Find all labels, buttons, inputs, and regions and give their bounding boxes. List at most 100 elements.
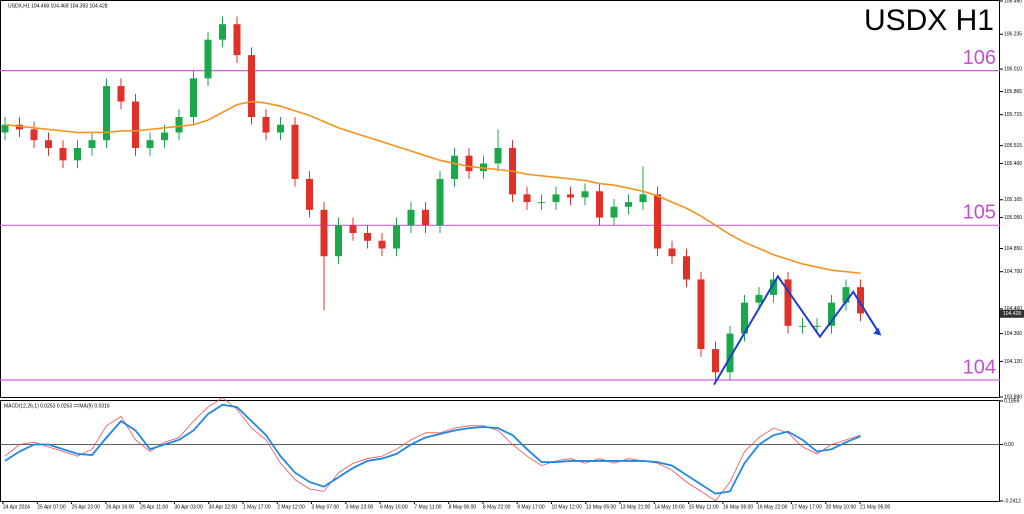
candle-body: [291, 124, 299, 179]
candle-body: [88, 140, 96, 148]
candle-body: [233, 24, 241, 56]
y-tick-label: 105.165: [1004, 197, 1022, 203]
main-frame: [0, 0, 1000, 398]
x-tick-label: 8 May 22:00: [483, 504, 511, 510]
candle-body: [799, 325, 806, 327]
candle-body: [262, 117, 270, 133]
x-tick-label: 20 May 10:00: [826, 504, 857, 510]
candle-body: [117, 86, 125, 102]
candle-body: [349, 225, 357, 234]
x-tick-label: 3 May 23:00: [346, 504, 374, 510]
candle-body: [45, 140, 52, 148]
candle-body: [146, 140, 154, 148]
x-tick-label: 26 Apr 16:00: [106, 504, 135, 510]
x-tick-label: 10 May 12:00: [551, 504, 582, 510]
candle-body: [726, 333, 734, 373]
y-tick-label: 106.010: [1004, 66, 1022, 72]
y2-tick-label: 0.1859: [1004, 398, 1020, 404]
y2-tick-label: -0.2412: [1004, 498, 1021, 504]
candle-body: [596, 191, 603, 218]
last-price-box: [1000, 309, 1024, 318]
candle-body: [842, 287, 850, 303]
candle-body: [610, 206, 618, 218]
candle-body: [306, 178, 313, 210]
candle-body: [277, 124, 284, 133]
candle-body: [581, 191, 589, 198]
y-tick-label: 103.890: [1004, 394, 1022, 400]
x-tick-label: 16 May 22:00: [757, 504, 788, 510]
candle-body: [248, 55, 255, 118]
candle-body: [755, 294, 763, 303]
header: USDX,H1 104.468 104.468 104.393 104.428: [8, 3, 108, 9]
x-tick-label: 2 May 12:00: [277, 504, 305, 510]
level-label: 104: [963, 356, 996, 378]
y-tick-label: 105.050: [1004, 215, 1022, 221]
candle-body: [59, 147, 67, 161]
candle-body: [103, 86, 110, 141]
macd-frame: [0, 400, 1000, 502]
x-tick-label: 16 May 06:00: [723, 504, 754, 510]
x-tick-label: 21 May 05:00: [860, 504, 891, 510]
candle-body: [335, 225, 342, 257]
x-tick-label: 25 Apr 23:00: [72, 504, 101, 510]
candle-body: [813, 325, 821, 327]
candle-body: [161, 132, 168, 141]
candle-body: [74, 147, 81, 161]
y-tick-label: 106.235: [1004, 32, 1022, 38]
y-tick-label: 104.300: [1004, 331, 1022, 337]
candle-body: [697, 279, 705, 350]
candle-body: [451, 155, 458, 179]
candle-body: [1, 124, 9, 133]
candle-body: [523, 194, 531, 203]
chart-title: USDX H1: [864, 4, 994, 37]
x-tick-label: 30 Apr 22:00: [209, 504, 238, 510]
y-tick-label: 105.865: [1004, 89, 1022, 95]
pattern-line: [713, 274, 881, 386]
y-tick-label: 104.460: [1004, 306, 1022, 312]
candle-body: [683, 256, 690, 280]
pattern-arrow: [873, 327, 882, 336]
candle-body: [567, 194, 574, 198]
x-tick-label: 9 May 17:00: [517, 504, 545, 510]
candle-body: [625, 202, 632, 207]
candle-body: [204, 39, 212, 79]
candle-body: [552, 194, 560, 203]
moving-average: [4, 100, 861, 275]
candle-body: [857, 287, 864, 314]
candle-body: [364, 233, 371, 241]
candle-body: [30, 129, 38, 141]
x-tick-label: 24 Apr 2024: [3, 504, 30, 510]
x-tick-label: 8 May 06:00: [449, 504, 477, 510]
candle-body: [219, 24, 226, 40]
candle-body: [668, 248, 676, 257]
candle-body: [654, 194, 661, 249]
y-tick-label: 104.700: [1004, 269, 1022, 275]
candle-body: [712, 349, 719, 373]
candle-body: [175, 117, 183, 133]
y-tick-label: 105.715: [1004, 112, 1022, 118]
y2-tick-label: 0.00: [1004, 442, 1014, 448]
candle-body: [465, 155, 473, 172]
candle-body: [320, 209, 328, 257]
signal-line: [4, 403, 861, 495]
y-tick-label: 104.850: [1004, 246, 1022, 252]
macd-line: [4, 397, 861, 502]
y-tick-label: 104.120: [1004, 359, 1022, 365]
candle-body: [422, 209, 429, 226]
x-tick-label: 13 May 21:00: [620, 504, 651, 510]
candle-body: [407, 209, 415, 226]
level-label: 105: [963, 202, 996, 224]
candle-body: [741, 302, 748, 334]
x-tick-label: 14 May 16:00: [654, 504, 685, 510]
candle-body: [132, 101, 139, 148]
x-tick-label: 29 Apr 11:00: [140, 504, 168, 510]
macd-label: MACD(12,26,1) 0.0253 0.0253 ==MA(9) 0.03…: [4, 403, 110, 409]
y-tick-label: 105.515: [1004, 143, 1022, 149]
y-tick-label: 105.400: [1004, 161, 1022, 167]
candle-body: [378, 240, 386, 249]
candle-body: [538, 202, 545, 204]
x-tick-label: 3 May 07:00: [312, 504, 340, 510]
level-label: 106: [963, 47, 996, 69]
candle-body: [784, 279, 792, 326]
